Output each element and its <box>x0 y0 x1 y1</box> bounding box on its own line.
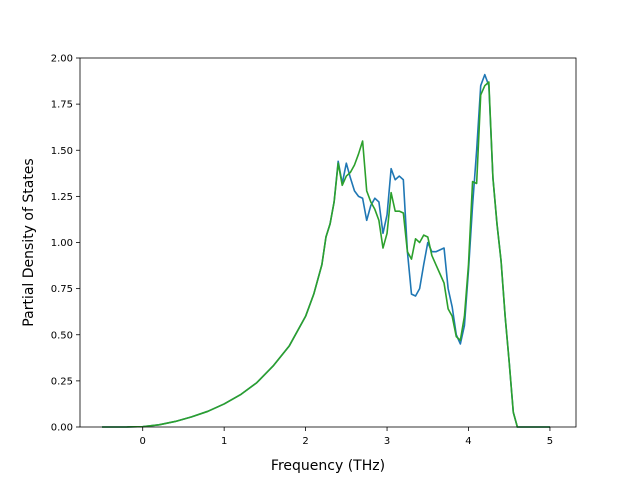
x-tick-label: 0 <box>140 436 146 447</box>
x-axis: 0 1 2 3 4 5 <box>140 427 553 447</box>
y-axis-label: Partial Density of States <box>21 158 37 326</box>
x-tick-label: 1 <box>221 436 227 447</box>
y-tick-label: 0.25 <box>51 376 73 387</box>
series-layer <box>101 73 550 428</box>
x-tick-label: 5 <box>547 436 553 447</box>
x-tick-label: 2 <box>302 436 308 447</box>
y-tick-label: 0.00 <box>51 423 73 434</box>
y-tick-label: 2.00 <box>51 54 73 65</box>
y-axis: 0.00 0.25 0.50 0.75 1.00 1.25 1.50 1.75 2.00 <box>51 54 80 434</box>
y-tick-label: 0.50 <box>51 330 73 341</box>
y-tick-label: 1.25 <box>51 192 73 203</box>
x-tick-label: 3 <box>384 436 390 447</box>
x-axis-label: Frequency (THz) <box>271 458 385 474</box>
series-line-2 <box>101 81 550 428</box>
y-tick-label: 1.75 <box>51 100 73 111</box>
y-tick-label: 0.75 <box>51 284 73 295</box>
x-tick-label: 4 <box>465 436 471 447</box>
y-tick-label: 1.50 <box>51 146 73 157</box>
y-tick-label: 1.00 <box>51 238 73 249</box>
